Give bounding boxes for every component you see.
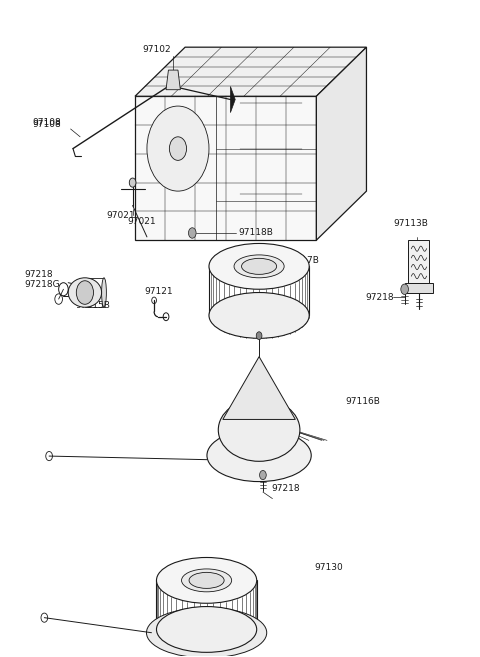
- Polygon shape: [223, 357, 295, 419]
- Polygon shape: [135, 47, 366, 97]
- Text: 97116B: 97116B: [345, 397, 380, 406]
- Circle shape: [129, 178, 136, 187]
- Text: 97117B: 97117B: [284, 256, 319, 265]
- Text: 97113B: 97113B: [394, 219, 429, 229]
- Text: 97218G: 97218G: [24, 280, 60, 289]
- Ellipse shape: [156, 606, 257, 652]
- Polygon shape: [230, 87, 235, 112]
- Bar: [405, 283, 433, 292]
- Ellipse shape: [68, 278, 102, 307]
- Text: 97021: 97021: [107, 211, 135, 220]
- Polygon shape: [135, 97, 316, 240]
- Bar: [408, 240, 430, 283]
- Circle shape: [189, 228, 196, 238]
- Ellipse shape: [207, 429, 311, 482]
- Text: 97130: 97130: [314, 563, 343, 572]
- Circle shape: [401, 284, 408, 294]
- Text: 97218: 97218: [24, 270, 53, 279]
- Polygon shape: [316, 47, 366, 240]
- Circle shape: [76, 281, 94, 304]
- Text: 97108: 97108: [33, 118, 61, 127]
- Text: 97615B: 97615B: [75, 301, 110, 310]
- Ellipse shape: [209, 244, 309, 289]
- Text: 97102: 97102: [142, 45, 171, 54]
- Text: 97108: 97108: [33, 120, 61, 129]
- Circle shape: [256, 332, 262, 340]
- Circle shape: [147, 106, 209, 191]
- Ellipse shape: [146, 608, 267, 657]
- Text: 97121: 97121: [144, 287, 173, 296]
- Ellipse shape: [181, 569, 232, 592]
- Ellipse shape: [241, 258, 276, 275]
- Text: 97021: 97021: [128, 217, 156, 227]
- Text: 97218: 97218: [365, 292, 394, 302]
- Circle shape: [260, 470, 266, 480]
- Text: 97218: 97218: [271, 484, 300, 493]
- Ellipse shape: [218, 399, 300, 461]
- Ellipse shape: [189, 572, 224, 589]
- Ellipse shape: [102, 278, 107, 307]
- Polygon shape: [166, 70, 180, 90]
- Ellipse shape: [209, 292, 309, 338]
- Ellipse shape: [234, 255, 284, 278]
- Circle shape: [169, 137, 187, 160]
- Text: 97118B: 97118B: [239, 229, 274, 237]
- Ellipse shape: [156, 558, 257, 603]
